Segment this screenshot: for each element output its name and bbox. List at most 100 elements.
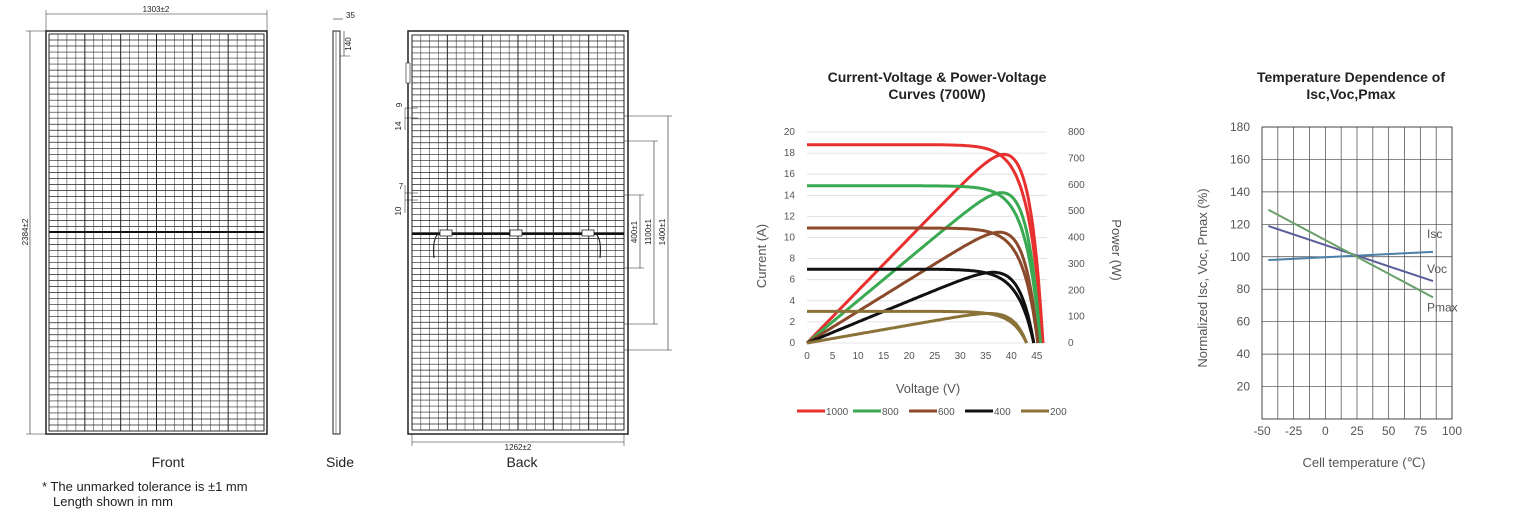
tolerance-note: * The unmarked tolerance is ±1 mm <box>42 479 248 494</box>
iv-y-tick-label: 8 <box>789 254 795 265</box>
length-note: Length shown in mm <box>53 494 173 509</box>
temp-y-tick-label: 40 <box>1237 347 1251 361</box>
temp-series-label-pmax: Pmax <box>1427 300 1458 314</box>
temp-y-tick-label: 60 <box>1237 315 1251 329</box>
iv-chart: Current-Voltage & Power-Voltage Curves (… <box>754 69 1124 418</box>
side-frame <box>332 30 341 435</box>
temp-y-tick-label: 20 <box>1237 380 1251 394</box>
iv-y-tick-label: 16 <box>784 169 796 180</box>
side-depth-label: 35 <box>346 11 355 20</box>
iv-y2-tick-label: 400 <box>1068 233 1085 244</box>
temp-chart-series: Isc Voc Pmax <box>1267 208 1458 314</box>
iv-y2-tick-label: 800 <box>1068 127 1085 138</box>
iv-y2-tick-label: 300 <box>1068 259 1085 270</box>
temp-x-tick-label: 25 <box>1350 424 1364 438</box>
temp-chart-xlabel: Cell temperature (℃) <box>1303 455 1426 470</box>
side-step-label: 140 <box>344 37 353 51</box>
iv-y2-tick-label: 500 <box>1068 206 1085 217</box>
iv-x-tick-label: 15 <box>878 351 890 362</box>
iv-x-tick-label: 0 <box>804 351 810 362</box>
iv-curve-600 <box>807 226 1040 344</box>
junction-box-center <box>509 229 523 237</box>
iv-x-tick-label: 20 <box>904 351 916 362</box>
iv-legend-label: 400 <box>994 407 1011 418</box>
iv-legend-label: 200 <box>1050 407 1067 418</box>
front-panel-frame <box>45 30 268 435</box>
back-cell-grid <box>411 34 625 431</box>
iv-x-tick-label: 35 <box>980 351 992 362</box>
temp-y-tick-label: 80 <box>1237 282 1251 296</box>
back-left-top-a: 9 <box>395 102 404 107</box>
iv-y-tick-label: 0 <box>789 338 795 349</box>
iv-curve-400 <box>807 267 1036 344</box>
iv-chart-ylabel-right: Power (W) <box>1109 219 1124 280</box>
junction-box-left <box>439 229 453 237</box>
side-caption: Side <box>326 454 354 470</box>
front-width-label: 1303±2 <box>143 5 170 14</box>
iv-y2-tick-label: 100 <box>1068 312 1085 323</box>
iv-curve-800 <box>807 184 1042 344</box>
iv-chart-title-line1: Current-Voltage & Power-Voltage <box>828 69 1047 85</box>
back-left-top-b: 14 <box>394 121 403 130</box>
back-bottom-label: 1262±2 <box>505 443 532 452</box>
iv-chart-ylabel-left: Current (A) <box>754 224 769 288</box>
temp-chart-ylabel: Normalized Isc, Voc, Pmax (%) <box>1195 188 1210 367</box>
temp-x-tick-label: 0 <box>1322 424 1329 438</box>
temp-x-tick-label: 50 <box>1382 424 1396 438</box>
temp-y-tick-label: 100 <box>1230 250 1250 264</box>
iv-y2-tick-label: 200 <box>1068 285 1085 296</box>
dim-1400-label: 1400±1 <box>658 218 667 245</box>
iv-y2-tick-label: 600 <box>1068 180 1085 191</box>
iv-y-tick-label: 4 <box>789 296 795 307</box>
iv-y-tick-label: 20 <box>784 127 796 138</box>
temp-y-tick-label: 180 <box>1230 120 1250 134</box>
temp-x-tick-label: -25 <box>1285 424 1303 438</box>
iv-chart-legend: 1000 800 600 400 200 <box>797 407 1067 418</box>
iv-x-tick-label: 30 <box>955 351 967 362</box>
temp-y-tick-label: 140 <box>1230 185 1250 199</box>
pv-curve-1000 <box>805 152 1045 345</box>
temp-y-tick-label: 120 <box>1230 217 1250 231</box>
iv-chart-series <box>805 143 1045 345</box>
pv-curve-600 <box>806 230 1040 345</box>
pv-curve-200 <box>806 312 1028 345</box>
temp-chart: Temperature Dependence of Isc,Voc,Pmax 2… <box>1195 69 1462 470</box>
front-caption: Front <box>152 454 185 470</box>
dim-400-label: 400±1 <box>630 220 639 243</box>
back-panel-frame <box>407 30 629 435</box>
iv-curve-1000 <box>807 143 1045 344</box>
iv-y-tick-label: 2 <box>789 317 795 328</box>
temp-chart-ticks: 20 40 60 80 100 120 140 160 180 -50 -25 0 25 50 75 100 <box>1230 120 1462 438</box>
temp-series-label-voc: Voc <box>1427 262 1447 276</box>
junction-box-right <box>581 229 595 237</box>
cable-left <box>433 232 441 259</box>
iv-y2-tick-label: 0 <box>1068 338 1074 349</box>
iv-y-tick-label: 12 <box>784 211 796 222</box>
back-left-mid-b: 10 <box>394 206 403 215</box>
temp-chart-grid <box>1261 126 1453 420</box>
iv-legend-label: 600 <box>938 407 955 418</box>
iv-y-tick-label: 14 <box>784 190 796 201</box>
iv-x-tick-label: 10 <box>853 351 865 362</box>
iv-legend-label: 1000 <box>826 407 849 418</box>
iv-x-tick-label: 40 <box>1006 351 1018 362</box>
iv-x-tick-label: 45 <box>1031 351 1043 362</box>
back-caption: Back <box>506 454 538 470</box>
temp-y-tick-label: 160 <box>1230 152 1250 166</box>
temp-chart-title-line2: Isc,Voc,Pmax <box>1306 86 1395 102</box>
pv-curve-400 <box>806 270 1036 345</box>
iv-chart-ticks: 0246810121416182001002003004005006007008… <box>784 127 1085 362</box>
iv-chart-xlabel: Voltage (V) <box>896 381 960 396</box>
iv-y-tick-label: 18 <box>784 148 796 159</box>
back-left-mid-a: 7 <box>399 182 404 191</box>
temp-series-label-isc: Isc <box>1427 227 1442 241</box>
dim-1100-label: 1100±1 <box>644 218 653 245</box>
temp-x-tick-label: -50 <box>1253 424 1271 438</box>
iv-legend-label: 800 <box>882 407 899 418</box>
iv-x-tick-label: 5 <box>830 351 836 362</box>
front-height-label: 2384±2 <box>21 218 30 245</box>
cable-right <box>593 232 601 259</box>
iv-y2-tick-label: 700 <box>1068 153 1085 164</box>
front-view: 1303±2 2384±2 Front <box>21 5 268 470</box>
